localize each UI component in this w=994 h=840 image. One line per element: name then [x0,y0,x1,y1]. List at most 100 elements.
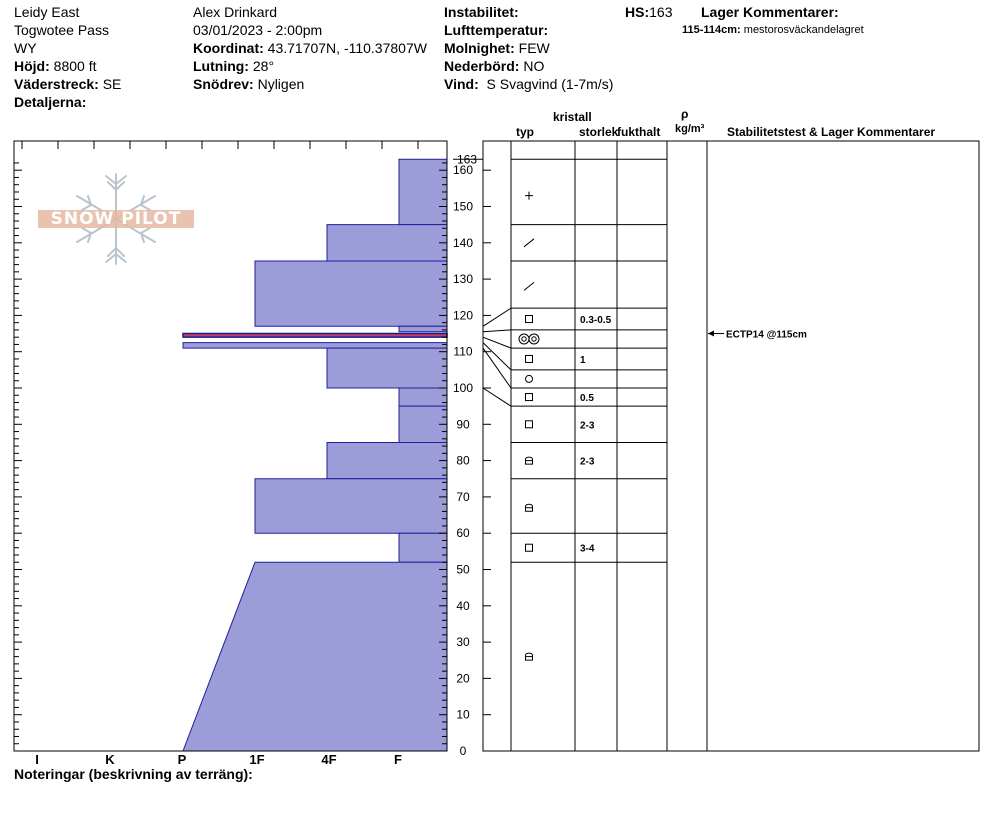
hardness-label: 4F [321,752,336,767]
grain-double-circle-icon [518,333,530,345]
slope-value: 28° [252,58,275,74]
hs-value: 163 [649,4,673,20]
elevation-row: Höjd: 8800 ft [14,58,96,75]
precip-value: NO [523,58,545,74]
drift-value: Nyligen [257,76,305,92]
layer-table-frame [482,140,980,752]
grain-double-circle-icon [521,336,527,342]
grain-slash-icon [523,281,535,291]
coordinate-row: Koordinat: 43.71707N, -110.37807W [193,40,427,57]
hardness-bar [254,260,448,327]
state-name: WY [14,40,37,56]
hardness-bar [398,158,448,226]
layer-comment-row: 115-114cm: mestorosväckandelagret [682,24,864,37]
slope-row: Lutning: 28° [193,58,274,75]
elevation-value: 8800 ft [53,58,97,74]
depth-tick-label: 120 [453,308,473,322]
grain-square-icon [525,315,533,324]
hardness-bar [182,342,448,349]
grain-circle-icon [525,374,533,383]
grain-size-label: 0.3-0.5 [580,315,612,326]
sky-row: Molnighet: FEW [444,40,550,57]
grain-square-icon [525,393,533,402]
sky-label: Molnighet: [444,40,515,56]
snowpilot-logo: SNOW PILOT [36,170,196,268]
grain-slash-icon [523,238,535,248]
grain-square-icon [525,543,533,552]
depth-connector [482,307,512,327]
subregion-name: Togwotee Pass [14,22,109,38]
aspect-value: SE [102,76,122,92]
depth-tick-label: 150 [453,200,473,214]
grain-double-circle-icon [528,333,540,345]
depth-tick-label: 100 [453,381,473,395]
location-name: Leidy East [14,4,80,20]
density-unit-header: kg/m³ [675,123,705,135]
slope-label: Lutning: [193,58,249,74]
layer-comment-range: 115-114cm: [682,24,741,36]
hardness-label: 1F [249,752,264,767]
hs-label: HS: [625,4,650,20]
aspect-row: Väderstreck: SE [14,76,121,93]
hardness-label: I [35,752,39,767]
hardness-bar [326,347,448,389]
depth-connector [482,387,512,407]
layer-comment-text: mestorosväckandelagret [743,24,864,36]
hs-row: HS:163 [625,4,672,21]
depth-connector [482,336,512,349]
aspect-label: Väderstreck: [14,76,99,92]
elevation-label: Höjd: [14,58,50,74]
wind-label: Vind: [444,76,479,92]
depth-tick-label: 40 [456,599,470,613]
depth-tick-label: 60 [456,526,470,540]
snowflake-icon [38,173,194,265]
grain-square-icon [525,420,533,429]
observation-datetime: 03/01/2023 - 2:00pm [193,22,323,38]
observer-name: Alex Drinkard [193,4,278,20]
hardness-bar [182,561,448,752]
depth-tick-label: 160 [453,163,473,177]
grain-rounded-square-icon [525,456,533,465]
hardness-bar [326,224,448,262]
coordinate-value: 43.71707N, -110.37807W [267,40,427,56]
precip-row: Nederbörd: NO [444,58,544,75]
wind-value: S Svagvind (1-7m/s) [486,76,614,92]
depth-tick-label: 80 [456,454,470,468]
grain-size-label: 0.5 [580,393,594,404]
stability-test-label: ECTP14 @115cm [726,330,807,341]
grain-rounded-square-icon [525,652,533,661]
grain-rounded-square-icon [525,503,533,512]
depth-tick-label: 10 [456,708,470,722]
grain-double-circle-icon [531,336,537,342]
hardness-bar [326,441,448,480]
drift-label: Snödrev: [193,76,254,92]
logo-text: SNOW PILOT [50,209,182,229]
grain-size-label: 2-3 [580,457,595,468]
hardness-bar [182,332,448,338]
depth-tick-label: 30 [456,635,470,649]
hardness-bar [398,387,448,407]
wind-row: Vind: S Svagvind (1-7m/s) [444,76,613,93]
details-label: Detaljerna: [14,94,87,110]
air-temp-label: Lufttemperatur: [444,22,549,38]
coordinate-label: Koordinat: [193,40,264,56]
notes-label: Noteringar (beskrivning av terräng): [14,766,253,782]
instability-label: Instabilitet: [444,4,519,20]
depth-tick-label: 140 [453,236,473,250]
hardness-bar [398,532,448,563]
depth-connector [482,329,512,333]
rho-column-header: ρ [681,107,689,121]
hardness-bar [398,325,448,333]
hardness-bar [254,478,448,534]
depth-tick-label: 0 [460,744,467,758]
depth-tick-label: 130 [453,272,473,286]
type-column-header: typ [516,125,534,139]
depth-tick-label: 20 [456,671,470,685]
hardness-label: P [178,752,187,767]
hardness-label: F [394,752,402,767]
depth-connector [482,347,512,389]
moisture-column-header: fukthalt [617,125,661,139]
stability-column-header: Stabilitetstest & Lager Kommentarer [727,125,936,139]
drift-row: Snödrev: Nyligen [193,76,304,93]
